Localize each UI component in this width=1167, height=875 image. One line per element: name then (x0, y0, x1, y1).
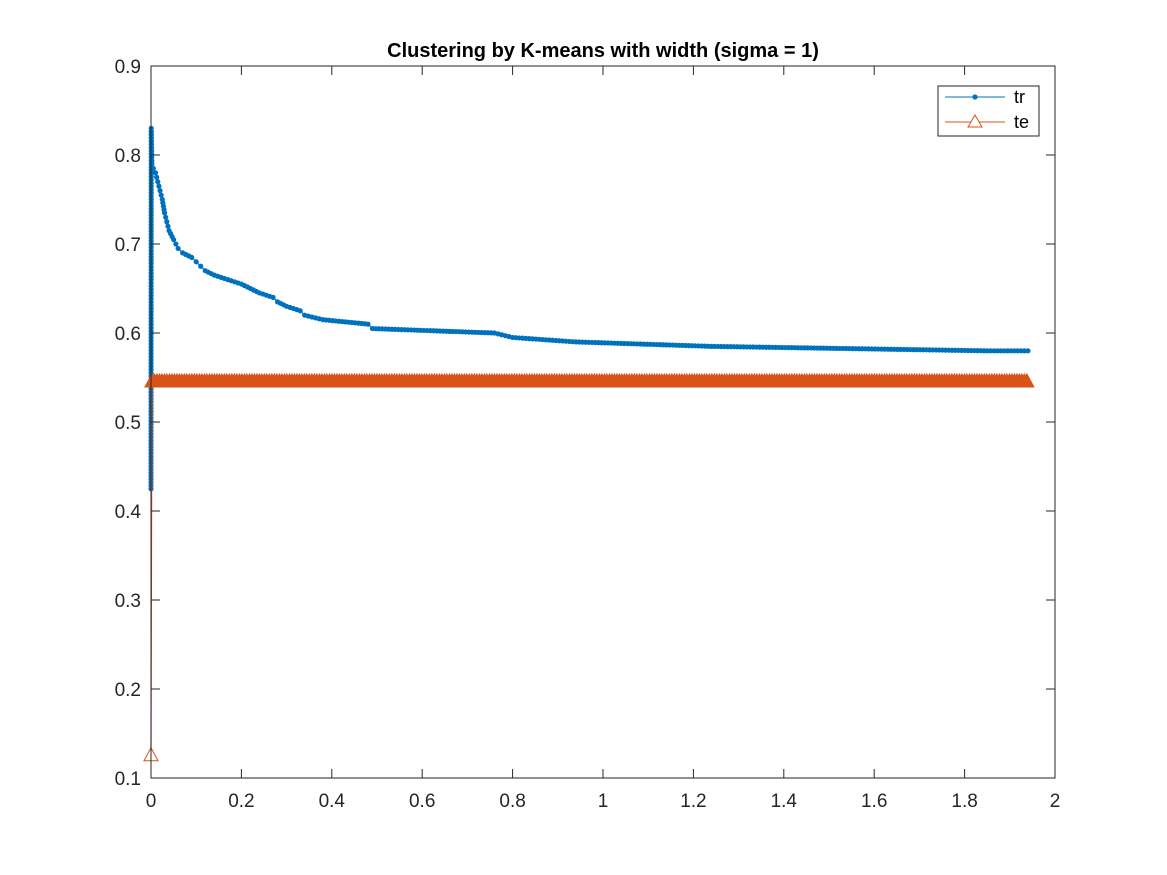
y-tick-label: 0.7 (115, 235, 141, 256)
data-point-te (1019, 372, 1035, 388)
data-point-tr (163, 214, 169, 220)
legend-label-te: te (1014, 112, 1029, 132)
data-point-tr (161, 210, 168, 216)
data-point-tr (158, 192, 164, 198)
data-point-tr (157, 188, 163, 194)
x-tick-label: 1.4 (771, 791, 798, 812)
y-tick-label: 0.4 (115, 502, 142, 523)
legend-marker-te (967, 114, 983, 128)
data-point-tr (150, 165, 156, 171)
y-tick-label: 0.3 (115, 591, 141, 612)
data-point-tr (156, 183, 162, 189)
data-point-tr (171, 236, 177, 243)
data-point-tr (164, 219, 170, 225)
data-point-tr (175, 245, 181, 252)
y-tick-label: 0.6 (115, 324, 141, 345)
legend: tr te (937, 85, 1040, 137)
data-point-tr (270, 294, 276, 300)
data-point-tr (149, 161, 155, 167)
data-point-tr (189, 254, 195, 260)
y-tick-label: 0.8 (115, 146, 141, 167)
x-tick-label: 0.6 (409, 791, 435, 812)
x-tick-label: 0.4 (319, 791, 346, 812)
data-point-tr (155, 179, 161, 185)
ticks-layer: 0 0.2 0.4 0.6 0.8 1 1.2 1.4 1.6 1.8 2 0.1 0.2 0.3 0.4 0… (115, 57, 1061, 812)
legend-box (937, 85, 1040, 137)
x-tick-label: 1.6 (861, 791, 887, 812)
x-tick-label: 1.8 (951, 791, 977, 812)
data-point-tr (165, 223, 171, 229)
data-point-tr (152, 170, 159, 176)
y-tick-label: 0.9 (115, 57, 141, 78)
y-tick-label: 0.1 (115, 769, 141, 790)
x-tick-label: 1 (598, 791, 609, 812)
data-point-tr (173, 241, 179, 247)
data-point-tr (193, 259, 199, 265)
series-tr (148, 125, 1031, 492)
data-point-tr (198, 263, 204, 269)
marks-layer (143, 125, 1035, 762)
data-point-tr (1025, 348, 1031, 354)
x-tick-label: 0.2 (228, 791, 254, 812)
data-point-tr (297, 308, 303, 314)
x-tick-label: 0.8 (499, 791, 525, 812)
x-tick-label: 2 (1050, 791, 1061, 812)
data-point-tr (154, 174, 160, 180)
series-te (143, 372, 1035, 762)
y-tick-label: 0.5 (115, 413, 141, 434)
data-point-tr (365, 321, 371, 327)
chart-title: Clustering by K-means with width (sigma … (387, 40, 819, 62)
x-tick-label: 1.2 (680, 791, 706, 812)
legend-marker-tr (972, 94, 978, 100)
y-tick-label: 0.2 (115, 680, 141, 701)
legend-label-tr: tr (1014, 87, 1025, 107)
plot-area (151, 66, 1055, 778)
x-tick-label: 0 (146, 791, 157, 812)
